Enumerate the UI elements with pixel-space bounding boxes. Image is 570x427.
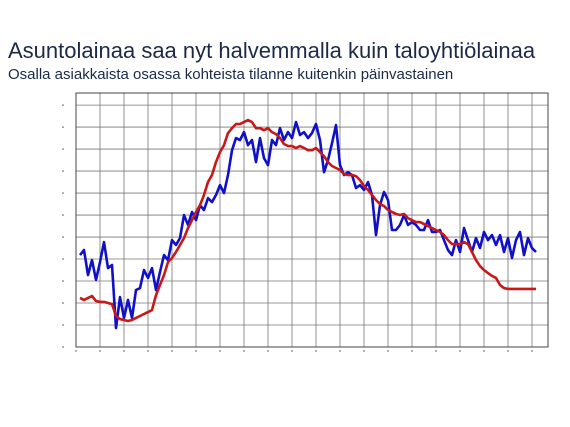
series-line	[79, 118, 536, 323]
slide-subtitle: Osalla asiakkaista osassa kohteista tila…	[8, 66, 453, 83]
plot-frame	[75, 92, 549, 348]
series-line	[78, 120, 537, 330]
slide-title: Asuntolainaa saa nyt halvemmalla kuin ta…	[8, 38, 536, 63]
plot	[62, 92, 549, 352]
